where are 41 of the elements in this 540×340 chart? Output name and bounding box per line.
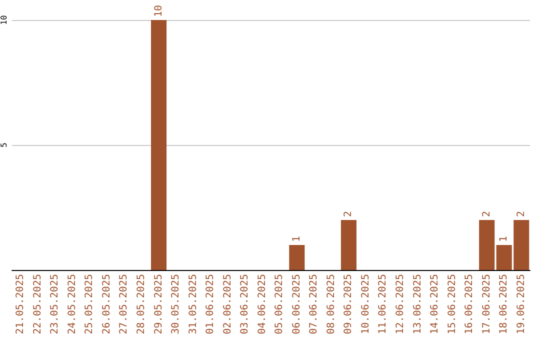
x-tick-label: 03.06.2025 bbox=[240, 274, 251, 334]
x-tick-label: 17.06.2025 bbox=[481, 274, 492, 334]
y-tick-label: 5 bbox=[0, 142, 8, 148]
bar bbox=[289, 245, 305, 270]
x-tick-label: 12.06.2025 bbox=[395, 274, 406, 334]
x-tick-label: 07.06.2025 bbox=[308, 274, 320, 334]
x-tick-label: 29.05.2025 bbox=[153, 274, 164, 334]
x-tick-label: 08.06.2025 bbox=[326, 274, 337, 334]
bar bbox=[479, 220, 495, 270]
x-tick-label: 23.05.2025 bbox=[50, 274, 61, 334]
x-tick-label: 25.05.2025 bbox=[84, 274, 96, 334]
x-tick-label: 15.06.2025 bbox=[446, 274, 458, 334]
x-tick-label: 31.05.2025 bbox=[188, 274, 199, 334]
x-tick-label: 19.06.2025 bbox=[516, 274, 527, 334]
x-tick-label: 04.06.2025 bbox=[256, 274, 268, 334]
data-label: 2 bbox=[516, 210, 527, 217]
data-label: 2 bbox=[343, 210, 354, 217]
x-tick-label: 27.05.2025 bbox=[118, 274, 130, 334]
data-label: 10 bbox=[153, 4, 164, 17]
x-tick-label: 01.06.2025 bbox=[205, 274, 216, 334]
x-tick-label: 22.05.2025 bbox=[32, 274, 44, 334]
x-tick-label: 13.06.2025 bbox=[412, 274, 424, 334]
bar bbox=[150, 20, 167, 270]
x-tick-label: 30.05.2025 bbox=[170, 274, 182, 334]
x-tick-label: 21.05.2025 bbox=[15, 274, 26, 334]
x-tick-label: 09.06.2025 bbox=[343, 274, 354, 334]
x-tick-label: 06.06.2025 bbox=[291, 274, 302, 334]
data-label: 1 bbox=[291, 236, 302, 242]
x-tick-label: 02.06.2025 bbox=[222, 274, 234, 334]
x-tick-label: 26.05.2025 bbox=[101, 274, 112, 334]
data-label: 2 bbox=[481, 210, 492, 217]
bar bbox=[340, 220, 356, 270]
x-tick-label: 24.05.2025 bbox=[66, 274, 78, 334]
x-tick-label: 10.06.2025 bbox=[360, 274, 372, 334]
x-tick-label: 11.06.2025 bbox=[378, 274, 389, 334]
x-tick-label: 28.05.2025 bbox=[136, 274, 147, 334]
x-tick-label: 14.06.2025 bbox=[430, 274, 441, 334]
x-tick-label: 18.06.2025 bbox=[498, 274, 510, 334]
x-tick-label: 05.06.2025 bbox=[274, 274, 286, 334]
data-label: 1 bbox=[498, 236, 510, 242]
x-tick-label: 16.06.2025 bbox=[464, 274, 476, 334]
